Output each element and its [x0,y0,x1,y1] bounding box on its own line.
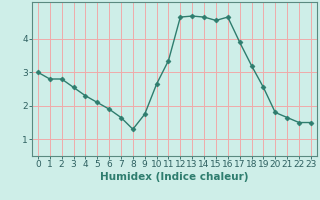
X-axis label: Humidex (Indice chaleur): Humidex (Indice chaleur) [100,172,249,182]
